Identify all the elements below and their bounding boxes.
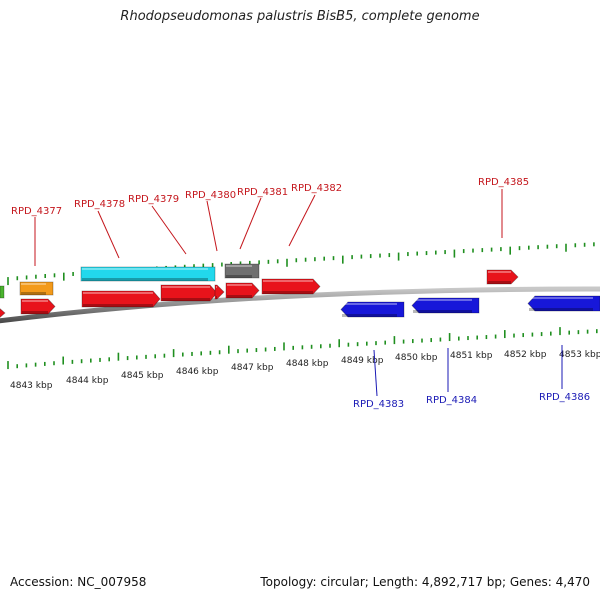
gene-label-plus: RPD_4378	[74, 199, 125, 259]
svg-text:RPD_4383: RPD_4383	[353, 399, 404, 410]
svg-text:RPD_4380: RPD_4380	[185, 190, 236, 201]
gene-labels: RPD_4377 RPD_4378 RPD_4379 RPD_4380 RPD_4381…	[11, 177, 590, 410]
gene-plus	[261, 278, 321, 295]
gene-plus	[486, 269, 519, 285]
kbp-label: 4844 kbp	[66, 376, 109, 386]
gene-label-plus: RPD_4377	[11, 206, 62, 266]
gene-label-plus: RPD_4381	[237, 187, 288, 250]
kbp-label: 4848 kbp	[286, 359, 329, 369]
gene-label-minus: RPD_4383	[353, 349, 404, 410]
gene-cyan	[80, 266, 216, 282]
kbp-label: 4845 kbp	[121, 371, 164, 381]
kbp-label: 4852 kbp	[504, 350, 547, 360]
gene-minus	[527, 295, 600, 312]
gene-label-plus: RPD_4385	[478, 177, 529, 238]
kbp-label: 4849 kbp	[341, 356, 384, 366]
kbp-axis: 4843 kbp 4844 kbp 4845 kbp 4846 kbp 4847 kbp…	[10, 350, 600, 391]
gene-plus	[20, 298, 56, 315]
gene-plus	[81, 290, 161, 308]
svg-text:RPD_4381: RPD_4381	[237, 187, 288, 198]
genome-backbone	[0, 286, 600, 324]
genome-summary: Topology: circular; Length: 4,892,717 bp…	[260, 575, 590, 589]
gene-label-plus: RPD_4382	[288, 183, 342, 247]
kbp-label: 4853 kbp	[559, 350, 600, 360]
kbp-label: 4843 kbp	[10, 381, 53, 391]
gene-minus	[340, 301, 405, 318]
kbp-label: 4851 kbp	[450, 351, 493, 361]
gene-plus	[214, 284, 225, 300]
svg-text:RPD_4386: RPD_4386	[539, 392, 590, 403]
svg-text:RPD_4377: RPD_4377	[11, 206, 62, 217]
gene-minus	[411, 297, 480, 314]
svg-text:RPD_4379: RPD_4379	[128, 194, 179, 205]
gene-gray	[224, 263, 260, 279]
accession-label: Accession: NC_007958	[10, 575, 147, 589]
gene-label-plus: RPD_4379	[128, 194, 187, 255]
gene-plus	[160, 284, 218, 302]
gene-plus	[225, 282, 260, 299]
kbp-label: 4847 kbp	[231, 363, 274, 373]
gene-plus-edge	[0, 308, 6, 318]
gene-track	[0, 263, 600, 318]
gene-label-plus: RPD_4380	[185, 190, 236, 252]
svg-text:RPD_4382: RPD_4382	[291, 183, 342, 194]
inner-tick-ring	[7, 327, 598, 370]
svg-text:RPD_4384: RPD_4384	[426, 395, 477, 406]
gene-label-minus: RPD_4386	[539, 345, 590, 403]
map-title: Rhodopseudomonas palustris BisB5, comple…	[120, 9, 480, 24]
gene-green	[0, 285, 5, 299]
gene-label-minus: RPD_4384	[426, 348, 477, 406]
svg-text:RPD_4378: RPD_4378	[74, 199, 125, 210]
gene-orange	[19, 281, 54, 296]
kbp-label: 4846 kbp	[176, 367, 219, 377]
svg-text:RPD_4385: RPD_4385	[478, 177, 529, 188]
kbp-label: 4850 kbp	[395, 353, 438, 363]
